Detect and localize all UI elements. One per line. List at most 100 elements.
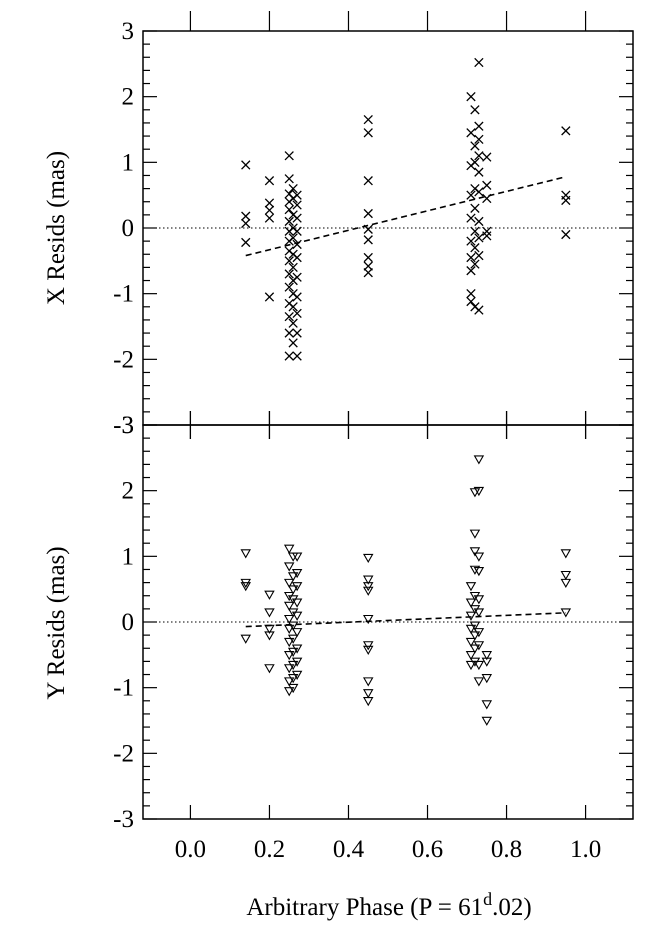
y-resid-point <box>287 572 299 582</box>
x-resid-point-stroke <box>292 292 302 302</box>
x-resids-ytick-label: -3 <box>113 412 134 439</box>
y-resids-ytick-label: 2 <box>122 478 135 505</box>
x-resid-point <box>284 204 294 215</box>
phase-axis-label-superscript: d <box>483 889 492 909</box>
x-resid-point-stroke <box>292 328 302 338</box>
y-resid-point <box>287 647 299 657</box>
y-resid-point <box>473 595 485 605</box>
x-resid-point <box>292 292 302 302</box>
y-resid-point <box>362 553 374 564</box>
x-resid-point <box>470 226 480 236</box>
x-resid-point <box>363 128 373 138</box>
x-resid-point <box>466 289 476 299</box>
y-resids-ytick-label: -3 <box>113 806 134 833</box>
x-resid-point-stroke <box>292 190 302 200</box>
x-resid-point <box>474 134 484 145</box>
x-resid-point <box>470 105 480 115</box>
x-resid-point-stroke <box>474 151 484 161</box>
x-resid-point <box>474 167 484 177</box>
x-tick-label: 0.4 <box>333 836 365 863</box>
x-resid-point <box>292 213 302 223</box>
x-resid-point-stroke <box>292 308 302 319</box>
x-resid-point <box>363 114 373 125</box>
x-resid-point-stroke <box>470 226 480 236</box>
x-resid-point-stroke <box>284 151 294 161</box>
x-resid-point-stroke <box>474 121 484 131</box>
x-resid-point <box>363 252 373 263</box>
x-resid-point-stroke <box>284 269 294 279</box>
y-resid-point <box>465 598 477 608</box>
y-resid-point <box>264 608 275 618</box>
x-resid-point <box>363 235 373 245</box>
x-resid-point-stroke <box>561 126 571 136</box>
x-resid-point-stroke <box>363 235 373 245</box>
y-resid-point <box>291 598 303 608</box>
x-resid-point-stroke <box>292 351 302 361</box>
x-resid-point <box>241 218 251 229</box>
x-resid-point <box>466 266 476 276</box>
x-resid-point-stroke <box>284 351 294 361</box>
x-resid-point <box>363 267 373 278</box>
x-resid-point <box>482 226 492 236</box>
y-resid-point <box>469 644 481 654</box>
y-resid-point <box>264 631 275 641</box>
x-resid-point <box>284 328 294 338</box>
x-resid-point <box>292 226 302 236</box>
x-tick-label: 0.0 <box>175 836 206 863</box>
y-resid-point <box>362 641 374 651</box>
x-resid-point <box>288 262 298 273</box>
phase-axis-label: Arbitrary Phase (P = 61d.02) <box>246 889 531 921</box>
x-resid-point-stroke <box>466 213 476 223</box>
y-resid-point <box>291 657 303 667</box>
x-resid-point-stroke <box>466 296 476 307</box>
y-resid-point <box>473 486 485 497</box>
x-resid-point-stroke <box>474 187 484 197</box>
x-resids-ytick-label: 0 <box>122 215 135 242</box>
x-resid-point-stroke <box>363 176 373 186</box>
x-resid-point <box>466 213 476 223</box>
x-resid-point <box>482 231 492 241</box>
y-resid-point <box>291 582 303 592</box>
x-resid-point <box>466 236 476 246</box>
x-resid-point-stroke <box>288 233 298 243</box>
x-resid-point <box>292 272 302 282</box>
y-resid-point <box>362 582 374 592</box>
x-resid-point <box>482 152 492 162</box>
y-resid-point <box>362 645 374 655</box>
x-resid-point-stroke <box>363 208 373 219</box>
x-resid-point-stroke <box>284 204 294 215</box>
x-resids-ytick-label: 3 <box>122 18 135 45</box>
y-resid-point <box>283 562 295 572</box>
y-resid-point <box>283 687 295 697</box>
y-resid-point <box>362 586 374 596</box>
y-resid-point <box>469 529 481 539</box>
y-resids-axis-label: Y Resids (mas) <box>43 546 70 699</box>
x-resid-point <box>284 269 294 279</box>
x-resid-point-stroke <box>288 302 298 312</box>
x-resid-point-stroke <box>482 193 492 204</box>
x-resid-point <box>264 292 275 302</box>
x-resid-point-stroke <box>482 226 492 236</box>
x-tick-label: 0.2 <box>254 836 285 863</box>
x-resid-point <box>363 208 373 219</box>
x-resid-point-stroke <box>363 267 373 278</box>
x-resid-point <box>363 224 373 234</box>
y-resid-point <box>283 651 295 661</box>
y-resid-point <box>362 697 374 707</box>
y-resid-point <box>465 637 477 648</box>
x-resid-point <box>466 128 476 138</box>
x-resid-point <box>284 216 294 227</box>
x-resid-point-stroke <box>284 174 294 184</box>
x-resid-point-stroke <box>470 259 480 269</box>
x-resid-point-stroke <box>363 224 373 234</box>
x-resid-point-stroke <box>284 311 294 322</box>
x-resid-point <box>363 176 373 186</box>
x-resid-point-stroke <box>474 216 484 227</box>
y-resid-point <box>240 582 251 592</box>
x-resid-point-stroke <box>241 211 251 221</box>
y-resid-point <box>481 674 493 684</box>
x-resid-point <box>474 187 484 197</box>
x-resid-point <box>264 213 275 223</box>
y-resid-point <box>362 689 374 699</box>
x-resid-point-stroke <box>241 218 251 229</box>
